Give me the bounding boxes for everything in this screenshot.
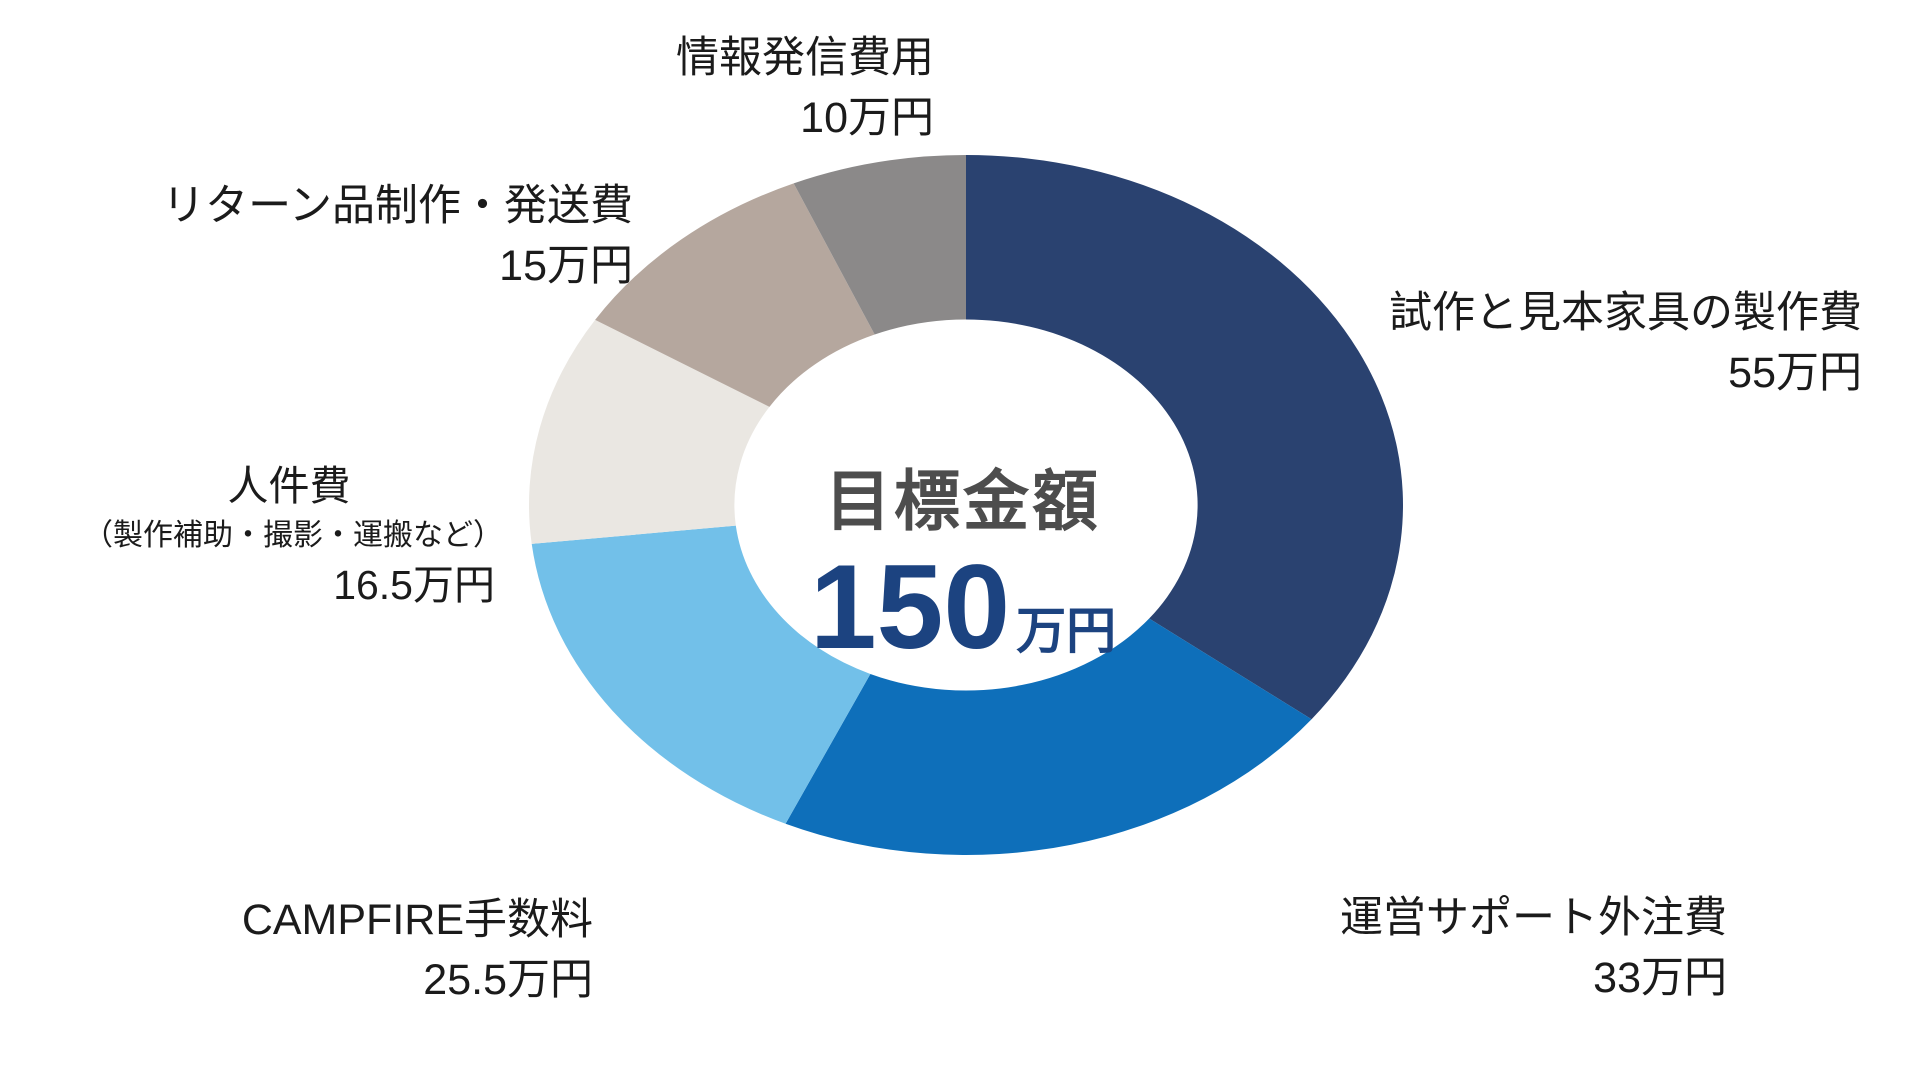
segment-label-text: CAMPFIRE手数料 [241, 896, 593, 944]
segment-label-labor: 人件費 （製作補助・撮影・運搬など） 16.5万円 [83, 458, 503, 615]
segment-label-campfire: CAMPFIRE手数料 25.5万円 [242, 890, 593, 1010]
segment-value-text: 25.5万円 [423, 956, 593, 1005]
goal-amount-number: 150 [809, 540, 1011, 675]
donut-center-label: 目標金額 150 万円 [810, 462, 1116, 667]
segment-value-text: 16.5万円 [333, 562, 495, 609]
segment-label-text: 運営サポート外注費 [1340, 894, 1727, 942]
segment-label-text: 試作と見本家具の製作費 [1389, 289, 1862, 337]
goal-amount-value: 150 万円 [810, 547, 1116, 667]
donut-segment-3 [529, 319, 770, 544]
segment-sublabel-text: （製作補助・撮影・運搬など） [83, 519, 503, 553]
goal-amount-title: 目標金額 [825, 464, 1101, 538]
donut-segment-1 [785, 618, 1312, 855]
segment-label-text: 人件費 [227, 463, 351, 509]
segment-label-prototype: 試作と見本家具の製作費 55万円 [1389, 283, 1862, 403]
segment-label-info: 情報発信費用 10万円 [676, 28, 934, 148]
goal-amount-unit: 万円 [1016, 603, 1117, 660]
segment-label-text: 情報発信費用 [676, 34, 934, 82]
segment-label-support: 運営サポート外注費 33万円 [1340, 888, 1727, 1008]
segment-label-text: リターン品制作・発送費 [162, 182, 633, 230]
segment-value-text: 33万円 [1593, 954, 1727, 1003]
segment-label-return: リターン品制作・発送費 15万円 [162, 176, 633, 296]
segment-value-text: 55万円 [1728, 349, 1862, 398]
donut-segment-2 [531, 525, 871, 824]
segment-value-text: 15万円 [499, 242, 633, 291]
segment-value-text: 10万円 [800, 94, 934, 143]
donut-segment-4 [595, 183, 875, 407]
donut-segment-5 [793, 155, 966, 335]
donut-segment-0 [966, 155, 1403, 720]
